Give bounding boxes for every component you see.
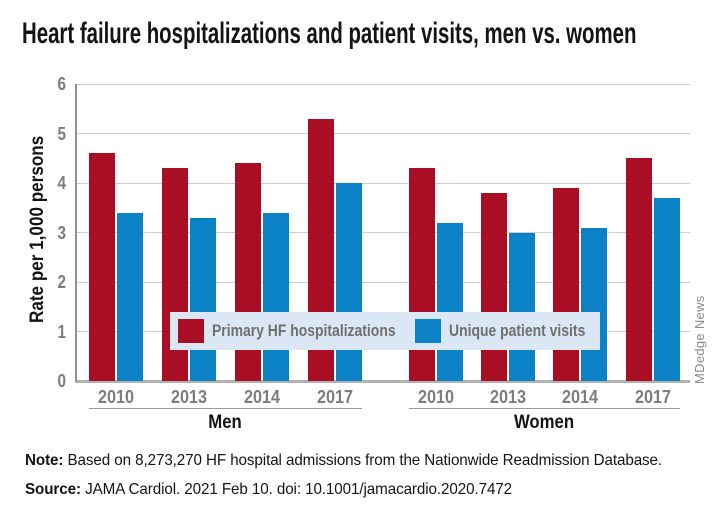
gridline-3 [77, 232, 690, 233]
x-tick-women-2017: 2017 [634, 387, 671, 407]
legend-swatch-hospitalizations [178, 319, 204, 343]
note-label: Note: [25, 452, 64, 469]
gridline-5 [77, 133, 690, 134]
gridline-4 [77, 182, 690, 184]
group-underline-women [409, 408, 680, 409]
x-tick-men-2013: 2013 [170, 387, 208, 407]
note-text: Based on 8,273,270 HF hospital admission… [67, 452, 663, 469]
plot-area: Primary HF hospitalizations Unique patie… [75, 83, 690, 383]
y-tick-0: 0 [57, 371, 66, 391]
bar-women-2017-hosp [625, 158, 652, 381]
legend-label-hospitalizations: Primary HF hospitalizations [212, 321, 396, 340]
bar-women-2010-visits [437, 222, 463, 381]
bar-men-2017-visits [335, 183, 362, 381]
x-tick-men-2014: 2014 [243, 387, 280, 407]
y-tick-4: 4 [57, 173, 66, 193]
group-label-men: Men [208, 412, 242, 433]
x-tick-men-2010: 2010 [97, 387, 135, 407]
x-tick-women-2013: 2013 [490, 387, 527, 407]
y-tick-3: 3 [57, 222, 66, 243]
group-label-women: Women [514, 412, 575, 433]
x-tick-men-2017: 2017 [316, 387, 353, 407]
y-tick-5: 5 [57, 123, 66, 144]
source-text: JAMA Cardiol. 2021 Feb 10. doi: 10.1001/… [85, 481, 513, 498]
y-axis-line [75, 84, 77, 381]
legend-label-visits: Unique patient visits [449, 321, 586, 340]
source-label: Source: [25, 481, 81, 498]
x-tick-women-2014: 2014 [562, 387, 599, 407]
watermark-credit: MDedge News [692, 295, 707, 384]
gridline-2 [77, 281, 690, 283]
y-tick-1: 1 [57, 321, 66, 342]
y-tick-6: 6 [57, 74, 66, 94]
note-line: Note: Based on 8,273,270 HF hospital adm… [25, 452, 662, 470]
bar-men-2010-visits [117, 212, 143, 381]
bar-men-2010-hosp [89, 153, 115, 381]
source-line: Source: JAMA Cardiol. 2021 Feb 10. doi: … [25, 481, 512, 499]
gridline-6 [77, 83, 690, 85]
legend-swatch-visits [415, 319, 441, 343]
bar-women-2014-visits [581, 227, 608, 381]
y-tick-2: 2 [57, 272, 66, 292]
bar-women-2013-visits [509, 232, 536, 381]
chart-title: Heart failure hospitalizations and patie… [22, 17, 637, 50]
x-tick-women-2010: 2010 [417, 387, 455, 407]
bar-women-2017-visits [653, 197, 680, 381]
bar-men-2014-visits [262, 212, 289, 381]
legend: Primary HF hospitalizations Unique patie… [170, 312, 600, 350]
gridline-0 [75, 380, 690, 383]
bar-women-2013-hosp [481, 192, 508, 381]
bar-men-2013-visits [190, 217, 216, 381]
bar-women-2014-hosp [553, 187, 580, 381]
group-underline-men [89, 408, 362, 409]
